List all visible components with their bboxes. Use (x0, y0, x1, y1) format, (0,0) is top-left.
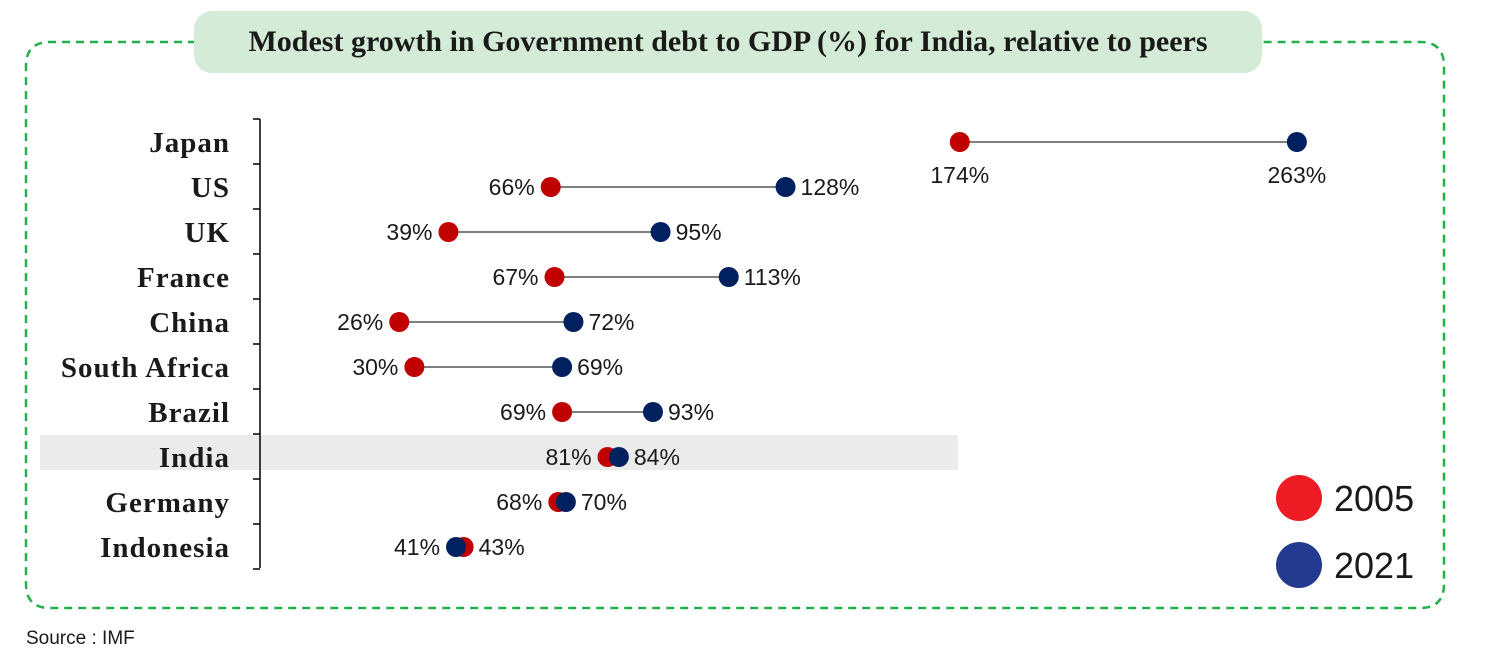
point-2021 (775, 177, 796, 197)
point-2021 (642, 402, 663, 422)
value-label-2005: 174% (930, 162, 989, 188)
value-label-2005: 68% (496, 489, 542, 515)
category-labels: Japan US UK France China South Africa Brazil In… (61, 127, 231, 564)
legend-label-2021: 2021 (1334, 545, 1414, 586)
point-2021 (1286, 132, 1307, 152)
dumbbell-connectors (399, 141, 1297, 548)
value-label-2021: 95% (676, 219, 722, 245)
category-label: Germany (105, 487, 230, 519)
point-2021 (563, 312, 584, 332)
point-2005 (389, 312, 410, 332)
point-2021 (552, 357, 573, 377)
highlight-row (40, 435, 958, 470)
value-label-2021: 263% (1267, 162, 1326, 188)
category-label: UK (185, 217, 231, 249)
point-2021 (650, 222, 671, 242)
chart-title: Modest growth in Government debt to GDP … (248, 25, 1207, 58)
value-label-2005: 39% (386, 219, 432, 245)
category-label: US (191, 172, 230, 204)
value-label-2021: 72% (588, 309, 634, 335)
value-label-2005: 69% (500, 399, 546, 425)
legend: 2005 2021 (1276, 475, 1414, 588)
point-2005 (438, 222, 459, 242)
point-2005 (544, 267, 565, 287)
value-label-2021: 113% (744, 264, 801, 290)
value-label-2021: 93% (668, 399, 714, 425)
value-label-2005: 81% (545, 444, 591, 470)
category-label: India (159, 442, 230, 474)
value-label-2021: 84% (634, 444, 680, 470)
value-label-2021: 128% (801, 174, 860, 200)
point-2021 (446, 537, 467, 557)
dashed-border (24, 40, 1446, 610)
legend-swatch-2021 (1276, 542, 1322, 588)
category-label: South Africa (61, 352, 230, 384)
value-label-2005: 67% (492, 264, 538, 290)
value-labels: 174% 263% 66% 128% 39% 95% 67% 113% 26% 72% 30% 69%… (337, 162, 1326, 560)
category-label: Japan (149, 127, 230, 159)
legend-swatch-2005 (1276, 475, 1322, 521)
y-axis-ticks (253, 118, 260, 570)
point-2021 (608, 447, 629, 467)
point-2005 (949, 132, 970, 152)
category-label: France (137, 262, 230, 294)
category-label: Brazil (148, 397, 230, 429)
legend-label-2005: 2005 (1334, 478, 1414, 519)
title-banner (194, 11, 1262, 73)
value-label-2005: 66% (489, 174, 535, 200)
data-points (389, 132, 1307, 557)
value-label-2021: 41% (394, 534, 440, 560)
point-2005 (552, 402, 573, 422)
source-note: Source : IMF (26, 628, 135, 649)
value-label-2021: 70% (581, 489, 627, 515)
value-label-2021: 69% (577, 354, 623, 380)
point-2005 (540, 177, 561, 197)
point-2021 (555, 492, 576, 512)
value-label-2005: 26% (337, 309, 383, 335)
category-label: China (149, 307, 230, 339)
category-label: Indonesia (100, 532, 230, 564)
value-label-2005: 43% (479, 534, 525, 560)
point-2021 (718, 267, 739, 287)
point-2005 (404, 357, 425, 377)
value-label-2005: 30% (352, 354, 398, 380)
